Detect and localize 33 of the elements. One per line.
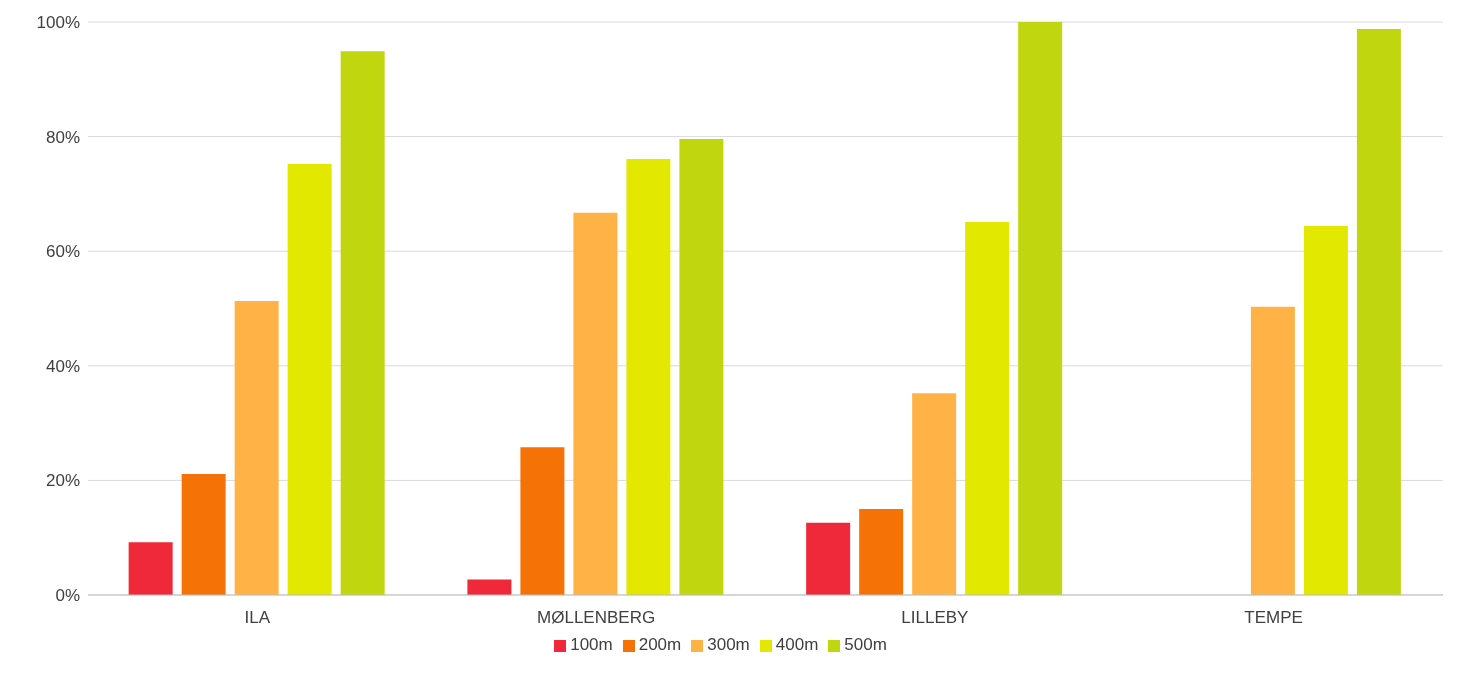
legend-label: 300m	[707, 635, 750, 654]
legend-label: 100m	[570, 635, 613, 654]
bar	[287, 164, 332, 595]
bar	[965, 221, 1010, 595]
bar	[626, 158, 671, 595]
bar	[467, 579, 512, 595]
legend-label: 200m	[638, 635, 682, 654]
legend-label: 500m	[844, 635, 887, 654]
y-tick-label: 40%	[45, 356, 80, 376]
bar	[181, 474, 226, 595]
bar	[1356, 28, 1401, 595]
bar	[1250, 306, 1295, 595]
bar	[912, 393, 957, 595]
y-tick-label: 60%	[45, 242, 80, 262]
y-tick-label: 0%	[55, 586, 80, 606]
bar	[340, 51, 385, 595]
y-tick-label: 20%	[45, 471, 80, 491]
bar	[1303, 225, 1348, 595]
bar	[128, 542, 173, 595]
x-tick-label: MØLLENBERG	[537, 608, 656, 628]
legend-label: 400m	[775, 635, 819, 654]
x-tick-label: TEMPE	[1244, 608, 1303, 628]
bar	[234, 301, 279, 595]
bar	[679, 138, 724, 595]
bar	[520, 447, 565, 595]
bar	[859, 509, 904, 595]
y-tick-label: 100%	[36, 13, 80, 33]
bar	[573, 212, 618, 595]
y-tick-label: 80%	[45, 127, 80, 147]
bar	[806, 522, 851, 595]
x-tick-label: ILA	[244, 608, 271, 628]
x-tick-label: LILLEBY	[901, 608, 969, 628]
bar	[1018, 22, 1063, 595]
